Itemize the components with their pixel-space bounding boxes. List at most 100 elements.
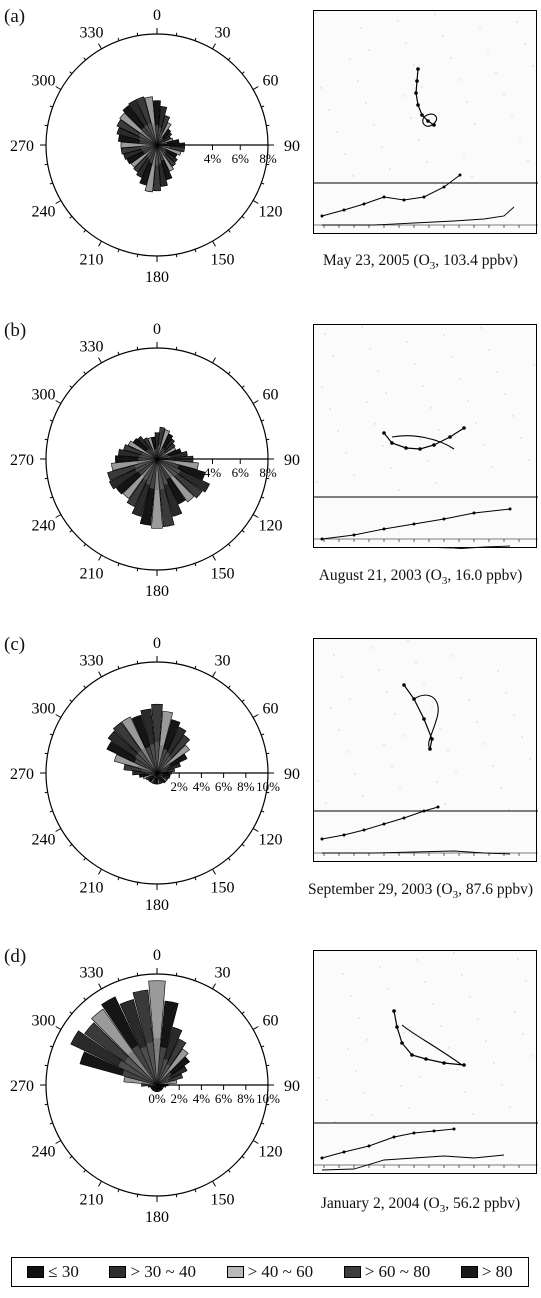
- angle-label: 210: [80, 251, 104, 268]
- angle-label: 90: [284, 1078, 300, 1095]
- angle-label: 0: [153, 947, 161, 964]
- radial-tick-label: 4%: [204, 151, 222, 166]
- legend-entry: > 40 ~ 60: [226, 1262, 313, 1282]
- height-profile-line: [321, 806, 439, 840]
- map-speckle: [373, 124, 375, 126]
- rose-wedge-inner: [157, 459, 165, 490]
- panel-caption: August 21, 2003 (O3, 16.0 ppbv): [318, 567, 523, 588]
- map-speckle: [491, 466, 493, 468]
- height-profile-line: [435, 545, 511, 549]
- angle-tick: [69, 1011, 73, 1015]
- angle-tick: [227, 1169, 231, 1173]
- angle-tick: [252, 714, 259, 718]
- map-speckle: [525, 980, 527, 982]
- trajectory-line: [413, 694, 439, 750]
- angle-tick: [266, 124, 270, 127]
- angle-tick: [55, 86, 62, 90]
- map-speckle: [374, 423, 376, 425]
- angle-label: 60: [262, 1013, 278, 1030]
- rose-wedge-inner: [136, 459, 157, 465]
- trajectory-line: [422, 113, 438, 127]
- rose-wedge-inner: [157, 145, 166, 155]
- trajectory-point: [410, 1053, 414, 1057]
- map-speckle: [521, 736, 523, 738]
- angle-tick: [266, 1064, 270, 1067]
- angle-tick: [55, 828, 62, 832]
- panel-label: (b): [4, 320, 27, 341]
- map-speckle: [399, 788, 401, 790]
- panel-caption: January 2, 2004 (O3, 56.2 ppbv): [320, 1195, 521, 1216]
- map-speckle: [406, 341, 408, 343]
- rose-wedge-inner: [140, 1046, 157, 1085]
- trajectory-line: [383, 427, 465, 450]
- angle-tick: [98, 554, 102, 561]
- map-speckle: [469, 996, 471, 998]
- angle-tick: [44, 438, 48, 441]
- rose-wedge-inner: [149, 744, 157, 773]
- wind-rose-chart: 2% 4% 6% 8% 10% 0 30 60 90 120 150 180 210 240 270 300 3…: [10, 635, 300, 914]
- rose-wedge-inner: [144, 124, 157, 145]
- angle-tick: [252, 514, 259, 518]
- rose-wedge-inner: [155, 145, 159, 166]
- map-speckle: [361, 326, 363, 328]
- trajectory-point: [414, 91, 418, 95]
- trajectory-point: [402, 683, 406, 687]
- angle-label: 300: [32, 387, 56, 404]
- angle-tick: [261, 1045, 265, 1048]
- map-speckle: [476, 721, 478, 723]
- rose-wedge-inner: [127, 1050, 157, 1085]
- angle-tick: [241, 385, 245, 389]
- angle-tick: [69, 699, 73, 703]
- rose-wedge-inner: [145, 747, 157, 773]
- radial-tick-label: 8%: [237, 779, 255, 794]
- rose-wedge-inner: [147, 123, 157, 145]
- angle-tick: [266, 163, 270, 166]
- map-speckle: [391, 766, 393, 768]
- height-profile-point: [436, 805, 440, 809]
- angle-label: 90: [284, 138, 300, 155]
- map-speckle: [360, 27, 362, 29]
- map-speckle: [505, 692, 507, 694]
- map-speckle: [496, 371, 498, 373]
- angle-tick: [98, 240, 102, 247]
- angle-tick: [55, 514, 62, 518]
- angle-tick: [212, 357, 216, 364]
- rose-wedge-inner: [157, 459, 174, 479]
- height-profile-point: [472, 511, 476, 515]
- angle-tick: [194, 977, 197, 981]
- map-speckle: [463, 154, 465, 156]
- radial-tick-label: 8%: [259, 151, 277, 166]
- rose-wedge-inner: [143, 145, 157, 154]
- angle-label: 120: [258, 1144, 282, 1161]
- map-speckle: [345, 452, 347, 454]
- map-speckle: [354, 773, 356, 775]
- map-speckle: [421, 86, 423, 88]
- map-speckle: [371, 1114, 373, 1116]
- height-profile-line: [322, 206, 515, 226]
- angle-tick: [55, 714, 62, 718]
- map-speckle: [480, 327, 482, 329]
- angle-tick: [261, 496, 265, 499]
- map-speckle: [451, 356, 453, 358]
- angle-tick: [261, 105, 265, 108]
- legend-entry: > 80: [460, 1262, 513, 1282]
- rose-wedge-inner: [141, 459, 157, 477]
- height-profile-line: [321, 508, 511, 540]
- angle-tick: [69, 1155, 73, 1159]
- angle-tick: [98, 43, 102, 50]
- angle-label: 60: [262, 387, 278, 404]
- legend-entry: > 30 ~ 40: [109, 1262, 196, 1282]
- angle-tick: [55, 1140, 62, 1144]
- angle-label: 90: [284, 452, 300, 469]
- angle-tick: [252, 400, 259, 404]
- angle-tick: [83, 57, 87, 61]
- map-speckle: [435, 482, 437, 484]
- angle-tick: [261, 182, 265, 185]
- angle-tick: [44, 477, 48, 480]
- map-speckle: [355, 1070, 357, 1072]
- height-profile-point: [362, 202, 366, 206]
- angle-label: 30: [215, 965, 231, 982]
- map-speckle: [347, 1048, 349, 1050]
- height-profile-point: [320, 214, 324, 218]
- rose-wedge-inner: [138, 459, 157, 475]
